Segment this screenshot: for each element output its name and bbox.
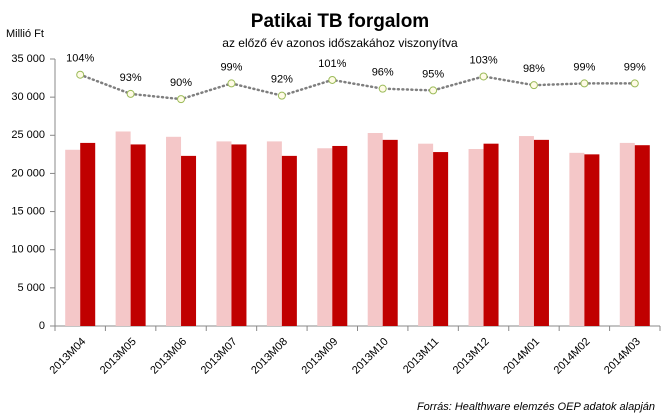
data-label: 98% [523, 63, 545, 75]
ratio-marker [479, 72, 488, 81]
ratio-marker [378, 84, 387, 93]
x-tick-label: 2013M11 [401, 336, 441, 376]
data-label: 93% [120, 72, 142, 84]
data-label: 92% [271, 74, 293, 86]
y-tick-label: 25 000 [11, 129, 45, 141]
bar [418, 143, 434, 326]
bar [166, 136, 182, 326]
x-tick-label: 2013M06 [148, 336, 189, 377]
ratio-marker [580, 79, 589, 88]
bar [433, 152, 449, 326]
ratio-marker [328, 75, 337, 84]
ratio-line [78, 73, 637, 101]
ratio-marker [227, 79, 236, 88]
chart-subtitle: az előző év azonos időszakához viszonyít… [222, 36, 458, 50]
data-label: 103% [469, 54, 497, 66]
x-tick-label: 2013M04 [47, 336, 88, 377]
data-label: 90% [170, 77, 192, 89]
bar [634, 145, 650, 326]
data-label: 96% [372, 67, 394, 79]
ratio-marker [126, 89, 135, 98]
data-label: 99% [573, 61, 595, 73]
bar [281, 155, 297, 326]
ratio-marker [76, 70, 85, 79]
ratio-marker [177, 95, 186, 104]
bar [332, 145, 348, 326]
ratio-marker [277, 91, 286, 100]
ratio-marker [429, 86, 438, 95]
bar [130, 144, 146, 326]
bar [483, 143, 499, 326]
bar [584, 154, 600, 326]
chart-title: Patikai TB forgalom [251, 11, 429, 32]
source-note: Forrás: Healthware elemzés OEP adatok al… [417, 401, 655, 413]
bar [569, 152, 585, 326]
x-tick-label: 2014M01 [501, 336, 542, 377]
x-tick-label: 2013M08 [249, 336, 290, 377]
data-label: 101% [318, 58, 346, 70]
bar [518, 136, 534, 326]
data-label: 95% [422, 68, 444, 80]
y-tick-label: 10 000 [11, 244, 45, 256]
bar [216, 141, 232, 326]
bar [266, 141, 282, 326]
y-tick-label: 15 000 [11, 205, 45, 217]
bar [533, 139, 549, 326]
bar [115, 131, 131, 326]
bar [80, 142, 96, 326]
data-label: 99% [220, 61, 242, 73]
ratio-marker [529, 81, 538, 90]
x-tick-label: 2013M05 [98, 336, 139, 377]
ratio-marker [630, 79, 639, 88]
bar [231, 144, 247, 326]
bar [65, 149, 81, 326]
x-tick-label: 2013M09 [300, 336, 341, 377]
bar [619, 142, 635, 326]
y-tick-label: 35 000 [11, 53, 45, 65]
x-tick-label: 2013M12 [451, 336, 492, 377]
y-axis-label: Millió Ft [6, 28, 44, 40]
y-tick-label: 20 000 [11, 167, 45, 179]
x-tick-label: 2014M03 [602, 336, 643, 377]
bar [382, 139, 398, 326]
data-label: 104% [66, 53, 94, 65]
bar [367, 132, 383, 326]
y-tick-label: 0 [39, 320, 45, 332]
x-tick-label: 2013M07 [199, 336, 240, 377]
x-tick-label: 2014M02 [552, 336, 593, 377]
y-tick-label: 30 000 [11, 91, 45, 103]
y-tick-label: 5 000 [17, 282, 45, 294]
x-tick-label: 2013M10 [350, 336, 391, 377]
bar [181, 155, 197, 326]
bar [468, 149, 484, 326]
data-label: 99% [624, 61, 646, 73]
bar [317, 148, 333, 326]
